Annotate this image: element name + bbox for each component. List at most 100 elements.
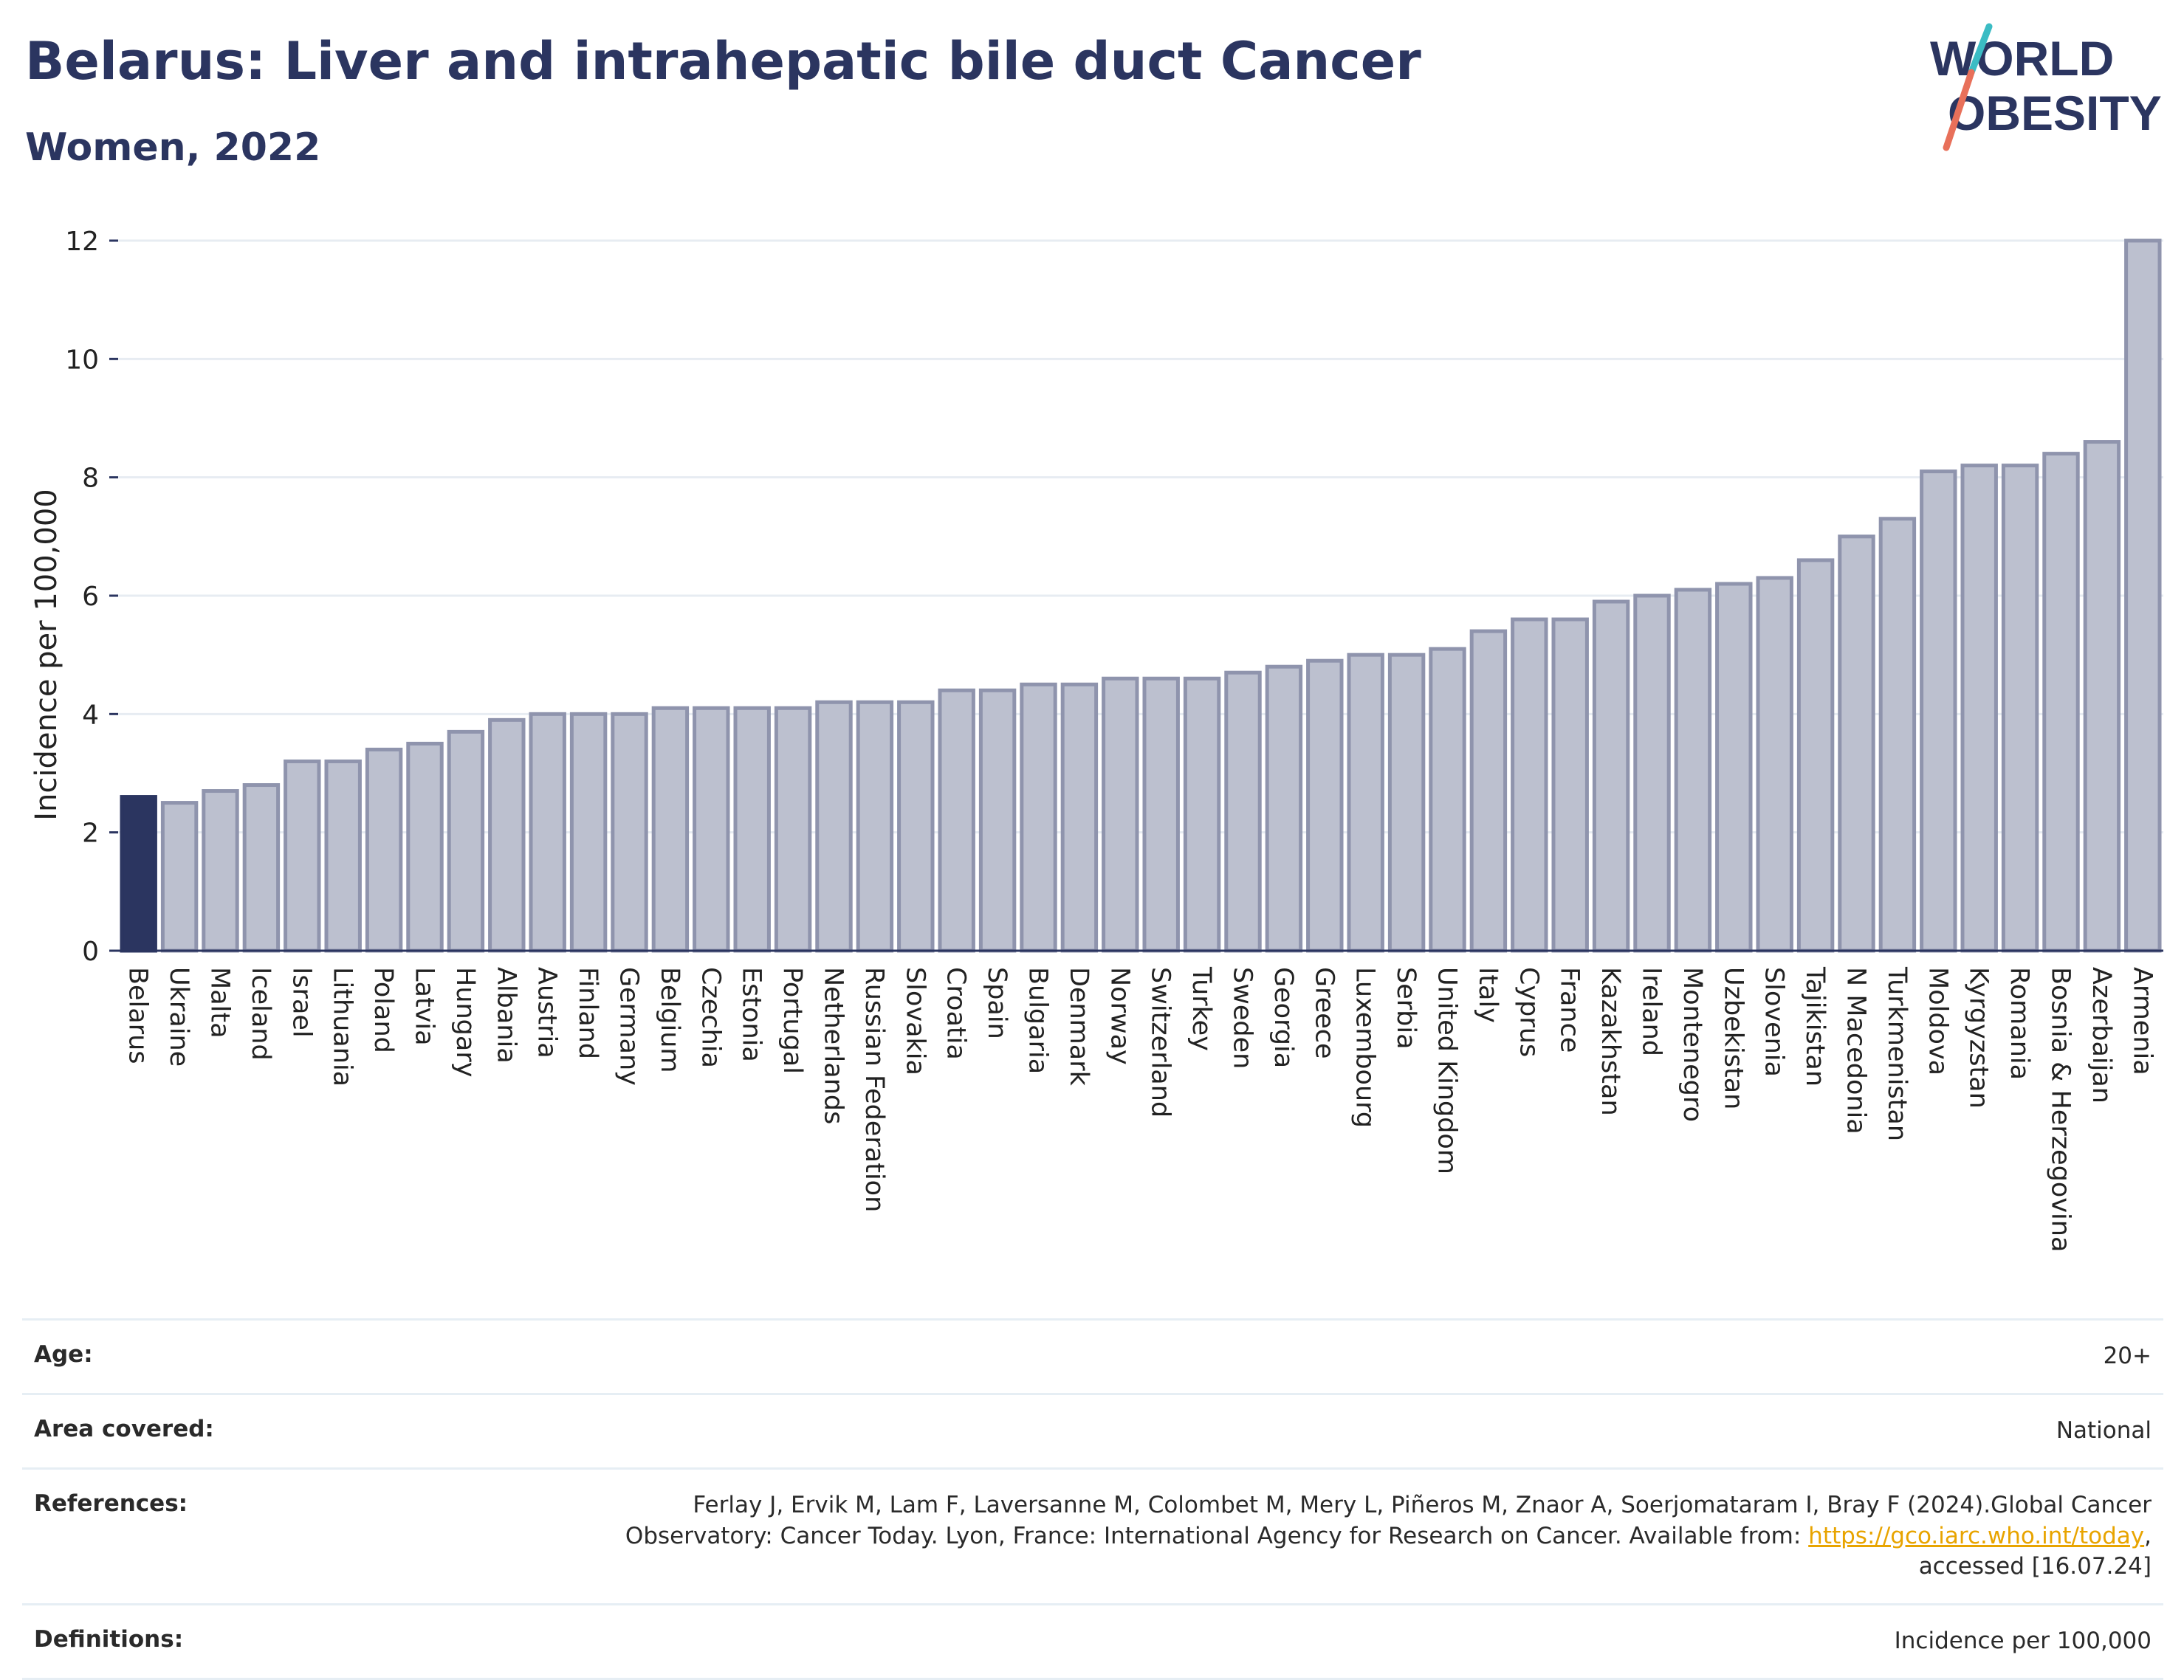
age-value: 20+ [2103,1343,2152,1369]
x-tick-label: Albania [491,967,521,1064]
x-tick-label: Luxembourg [1350,967,1380,1128]
bar-turkmenistan [1878,517,1917,953]
bar-lithuania [324,759,362,953]
x-tick-label: Tajikistan [1800,966,1830,1087]
bar-slovenia [1756,576,1793,953]
x-tick-label: Malta [205,967,235,1039]
y-tick-label: 8 [82,464,99,494]
x-tick-label: Germany [614,967,644,1086]
bar-russian-federation [856,700,894,953]
bar-greece [1306,658,1344,953]
x-tick-label: Armenia [2127,967,2157,1075]
bar-germany [611,712,648,953]
y-tick-label: 0 [82,937,99,967]
bar-austria [529,712,566,953]
x-tick-label: Slovenia [1759,967,1789,1077]
references-label: References: [34,1490,188,1517]
bar-iceland [242,783,281,953]
bar-azerbaijan [2083,440,2121,953]
y-tick-label: 10 [65,345,99,375]
x-tick-label: Kazakhstan [1596,967,1625,1116]
x-tick-label: United Kingdom [1432,967,1462,1174]
x-tick-label: Belgium [655,967,684,1073]
bar-malta [202,789,239,953]
x-tick-label: Ukraine [164,967,193,1067]
bar-bulgaria [1020,682,1057,953]
bar-israel [284,759,321,953]
x-tick-label: Kyrgyzstan [1964,967,1994,1109]
y-tick-label: 12 [65,227,99,257]
x-tick-label: Slovakia [900,967,930,1075]
bar-belarus [120,795,157,953]
x-tick-label: Belarus [123,967,153,1064]
x-tick-label: Austria [532,967,562,1058]
bar-sweden [1224,670,1262,953]
bar-montenegro [1674,588,1712,953]
x-tick-label: Netherlands [819,967,848,1124]
meta-row-definitions: Definitions: Incidence per 100,000 [22,1603,2163,1680]
bar-finland [569,712,608,953]
bar-luxembourg [1347,653,1384,953]
meta-row-age: Age: 20+ [22,1318,2163,1393]
x-tick-label: Switzerland [1146,967,1175,1118]
x-tick-label: Lithuania [328,967,357,1087]
x-tick-label: Croatia [941,967,971,1060]
x-tick-label: Italy [1473,967,1503,1023]
bar-france [1551,617,1589,953]
x-tick-label: Russian Federation [859,967,889,1212]
x-tick-label: Azerbaijan [2087,967,2116,1104]
x-tick-label: Spain [982,967,1012,1039]
bar-serbia [1387,653,1426,953]
bar-kyrgyzstan [1960,464,1998,953]
bar-turkey [1183,676,1221,953]
bar-georgia [1265,664,1303,953]
x-tick-label: Serbia [1391,967,1421,1050]
x-tick-label: Moldova [1923,967,1952,1075]
bar-ireland [1633,593,1671,953]
bar-switzerland [1142,676,1180,953]
bar-united-kingdom [1429,647,1466,953]
x-tick-label: France [1555,967,1584,1053]
x-tick-label: N Macedonia [1841,967,1871,1135]
bar-chart: 0 2 4 6 8 10 12 Belarus Ukraine Malta Iceland Isra… [30,227,2163,1252]
bar-belgium [651,706,690,953]
bar-n-macedonia [1838,534,1875,953]
x-tick-label: Ireland [1637,967,1666,1056]
x-axis-labels: Belarus Ukraine Malta Iceland Israel Lithuani… [123,966,2157,1252]
meta-row-references: References: Ferlay J, Ervik M, Lam F, La… [22,1467,2163,1604]
bar-ukraine [160,801,199,953]
bar-denmark [1060,682,1099,953]
x-tick-label: Romania [2005,967,2034,1080]
bar-netherlands [815,700,853,953]
x-tick-label: Turkmenistan [1882,966,1912,1141]
x-tick-label: Greece [1309,967,1339,1059]
bar-poland [365,747,403,953]
x-tick-label: Hungary [450,967,480,1077]
y-tick-label: 6 [82,582,99,612]
y-axis-label: Incidence per 100,000 [30,489,63,821]
x-tick-label: Montenegro [1678,967,1707,1122]
x-tick-label: Cyprus [1514,967,1543,1057]
bars [120,238,2162,953]
definitions-label: Definitions: [34,1626,184,1653]
age-label: Age: [34,1341,93,1368]
bar-italy [1469,629,1508,953]
references-link[interactable]: https://gco.iarc.who.int/today [1808,1522,2145,1549]
world-obesity-logo: WORLD OBESITY [1930,23,2162,151]
references-value: Ferlay J, Ervik M, Lam F, Laversanne M, … [564,1490,2152,1583]
x-tick-label: Norway [1105,967,1134,1065]
logo-line2: OBESITY [1948,86,2162,140]
references-accessed: , accessed [16.07.24] [1918,1522,2152,1580]
x-tick-label: Israel [286,967,316,1038]
bar-moldova [1920,469,1957,953]
bar-uzbekistan [1715,582,1753,953]
y-axis-ticks: 0 2 4 6 8 10 12 [65,227,118,967]
bar-portugal [774,706,812,953]
x-tick-label: Bulgaria [1023,967,1053,1074]
x-tick-label: Finland [573,967,602,1059]
x-tick-label: Poland [368,967,398,1053]
bar-croatia [938,688,975,953]
bar-cyprus [1511,617,1548,953]
x-tick-label: Uzbekistan [1718,967,1748,1109]
x-tick-label: Czechia [696,967,725,1068]
